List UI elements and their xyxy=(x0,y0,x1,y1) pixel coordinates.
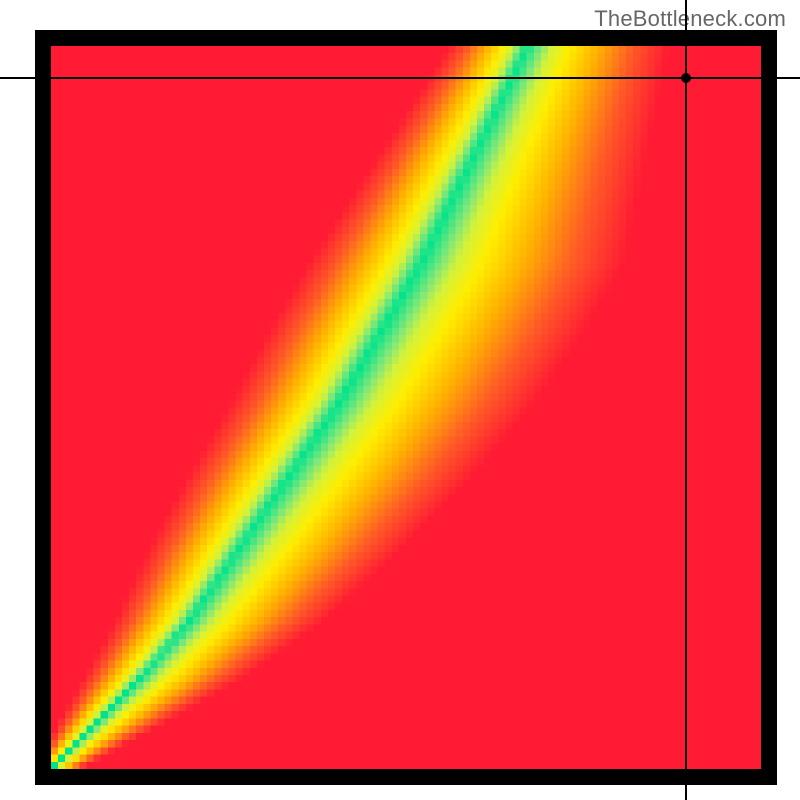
heatmap-canvas xyxy=(51,46,761,769)
crosshair-vertical xyxy=(685,0,687,800)
crosshair-horizontal xyxy=(0,77,800,79)
crosshair-marker xyxy=(681,73,691,83)
watermark-text: TheBottleneck.com xyxy=(594,6,786,32)
heatmap-plot xyxy=(35,30,777,785)
